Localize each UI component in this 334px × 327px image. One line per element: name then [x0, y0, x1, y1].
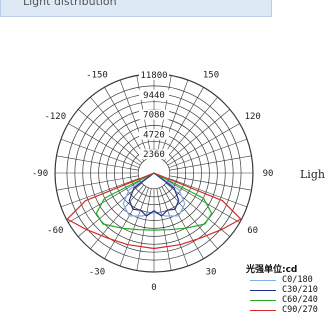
- angle-label: 150: [203, 70, 219, 80]
- radial-label: 11800: [140, 71, 167, 81]
- grid-spoke: [60, 138, 140, 168]
- grid-spoke: [68, 123, 141, 166]
- grid-spoke: [56, 175, 139, 191]
- angle-label: -90: [32, 169, 48, 179]
- header-text: Light distribution: [23, 0, 117, 8]
- angle-label: -150: [86, 70, 108, 80]
- series-line-C60-240: [95, 172, 213, 231]
- grid-spoke: [163, 97, 218, 162]
- legend-item: C60/240: [250, 295, 334, 305]
- grid-spoke: [169, 175, 252, 191]
- grid-spoke: [90, 184, 145, 249]
- radial-label-bg: [139, 109, 169, 120]
- legend-swatch: [250, 310, 276, 311]
- angle-label: -120: [44, 112, 66, 122]
- series-line-C30-210: [128, 172, 180, 217]
- grid-spoke: [167, 123, 240, 166]
- grid-spoke: [167, 180, 240, 223]
- series-layer: [66, 172, 242, 250]
- grid-spoke: [104, 186, 147, 259]
- grid-spoke: [159, 187, 189, 267]
- grid-spoke: [161, 186, 204, 259]
- angle-label: 90: [263, 169, 274, 179]
- grid-spoke: [119, 79, 149, 159]
- grid-spoke: [169, 155, 252, 171]
- grid-spoke: [60, 178, 140, 208]
- grid-spoke: [168, 138, 248, 168]
- grid-spoke: [161, 87, 204, 160]
- side-label: Ligh: [300, 168, 325, 181]
- radial-label: 2360: [143, 150, 165, 160]
- grid-spoke: [119, 187, 149, 267]
- legend-swatch: [250, 290, 276, 291]
- grid-spoke: [163, 184, 218, 249]
- grid-spoke: [165, 182, 230, 237]
- angle-label: 30: [206, 268, 217, 278]
- legend-label: C90/270: [282, 305, 318, 315]
- radial-label: 9440: [143, 91, 165, 101]
- grid-spoke: [78, 182, 143, 237]
- grid-spoke: [168, 178, 248, 208]
- series-line-C0-180: [122, 172, 186, 217]
- angle-label: -60: [47, 226, 63, 236]
- grid-spoke: [104, 87, 147, 160]
- legend-item: C30/210: [250, 285, 334, 295]
- series-line-C90-270: [66, 172, 242, 250]
- radial-label-bg: [139, 129, 169, 140]
- grid-spoke: [90, 97, 145, 162]
- legend-title: 光强单位:cd: [246, 265, 298, 275]
- radial-label: 7080: [143, 111, 165, 121]
- legend-swatch: [250, 280, 276, 281]
- header-bar: Light distribution: [0, 0, 272, 17]
- radial-label: 4720: [143, 130, 165, 140]
- grid-spoke: [165, 109, 230, 164]
- grid-spoke: [78, 109, 143, 164]
- angle-label: 120: [245, 112, 261, 122]
- legend: 光强单位:cd C0/180 C30/210 C60/240 C90/270: [246, 262, 334, 315]
- labels-layer: -150 150 -120 120 -90 90 -60 60 -30 30 0 11800 9440 7…: [32, 70, 274, 293]
- legend-label: C60/240: [282, 295, 318, 305]
- legend-item: C90/270: [250, 305, 334, 315]
- radial-label-bg: [139, 89, 169, 100]
- angle-label: 60: [247, 226, 258, 236]
- legend-swatch: [250, 300, 276, 301]
- legend-label: C0/180: [282, 275, 313, 285]
- radial-label-bg: [139, 149, 169, 160]
- legend-item: C0/180: [250, 275, 334, 285]
- radial-label-bg: [139, 70, 169, 80]
- angle-label: 0: [151, 283, 156, 293]
- legend-label: C30/210: [282, 285, 318, 295]
- grid-spoke: [56, 155, 139, 171]
- angle-label: -30: [89, 268, 105, 278]
- grid-spoke: [159, 79, 189, 159]
- grid-spoke: [68, 180, 141, 223]
